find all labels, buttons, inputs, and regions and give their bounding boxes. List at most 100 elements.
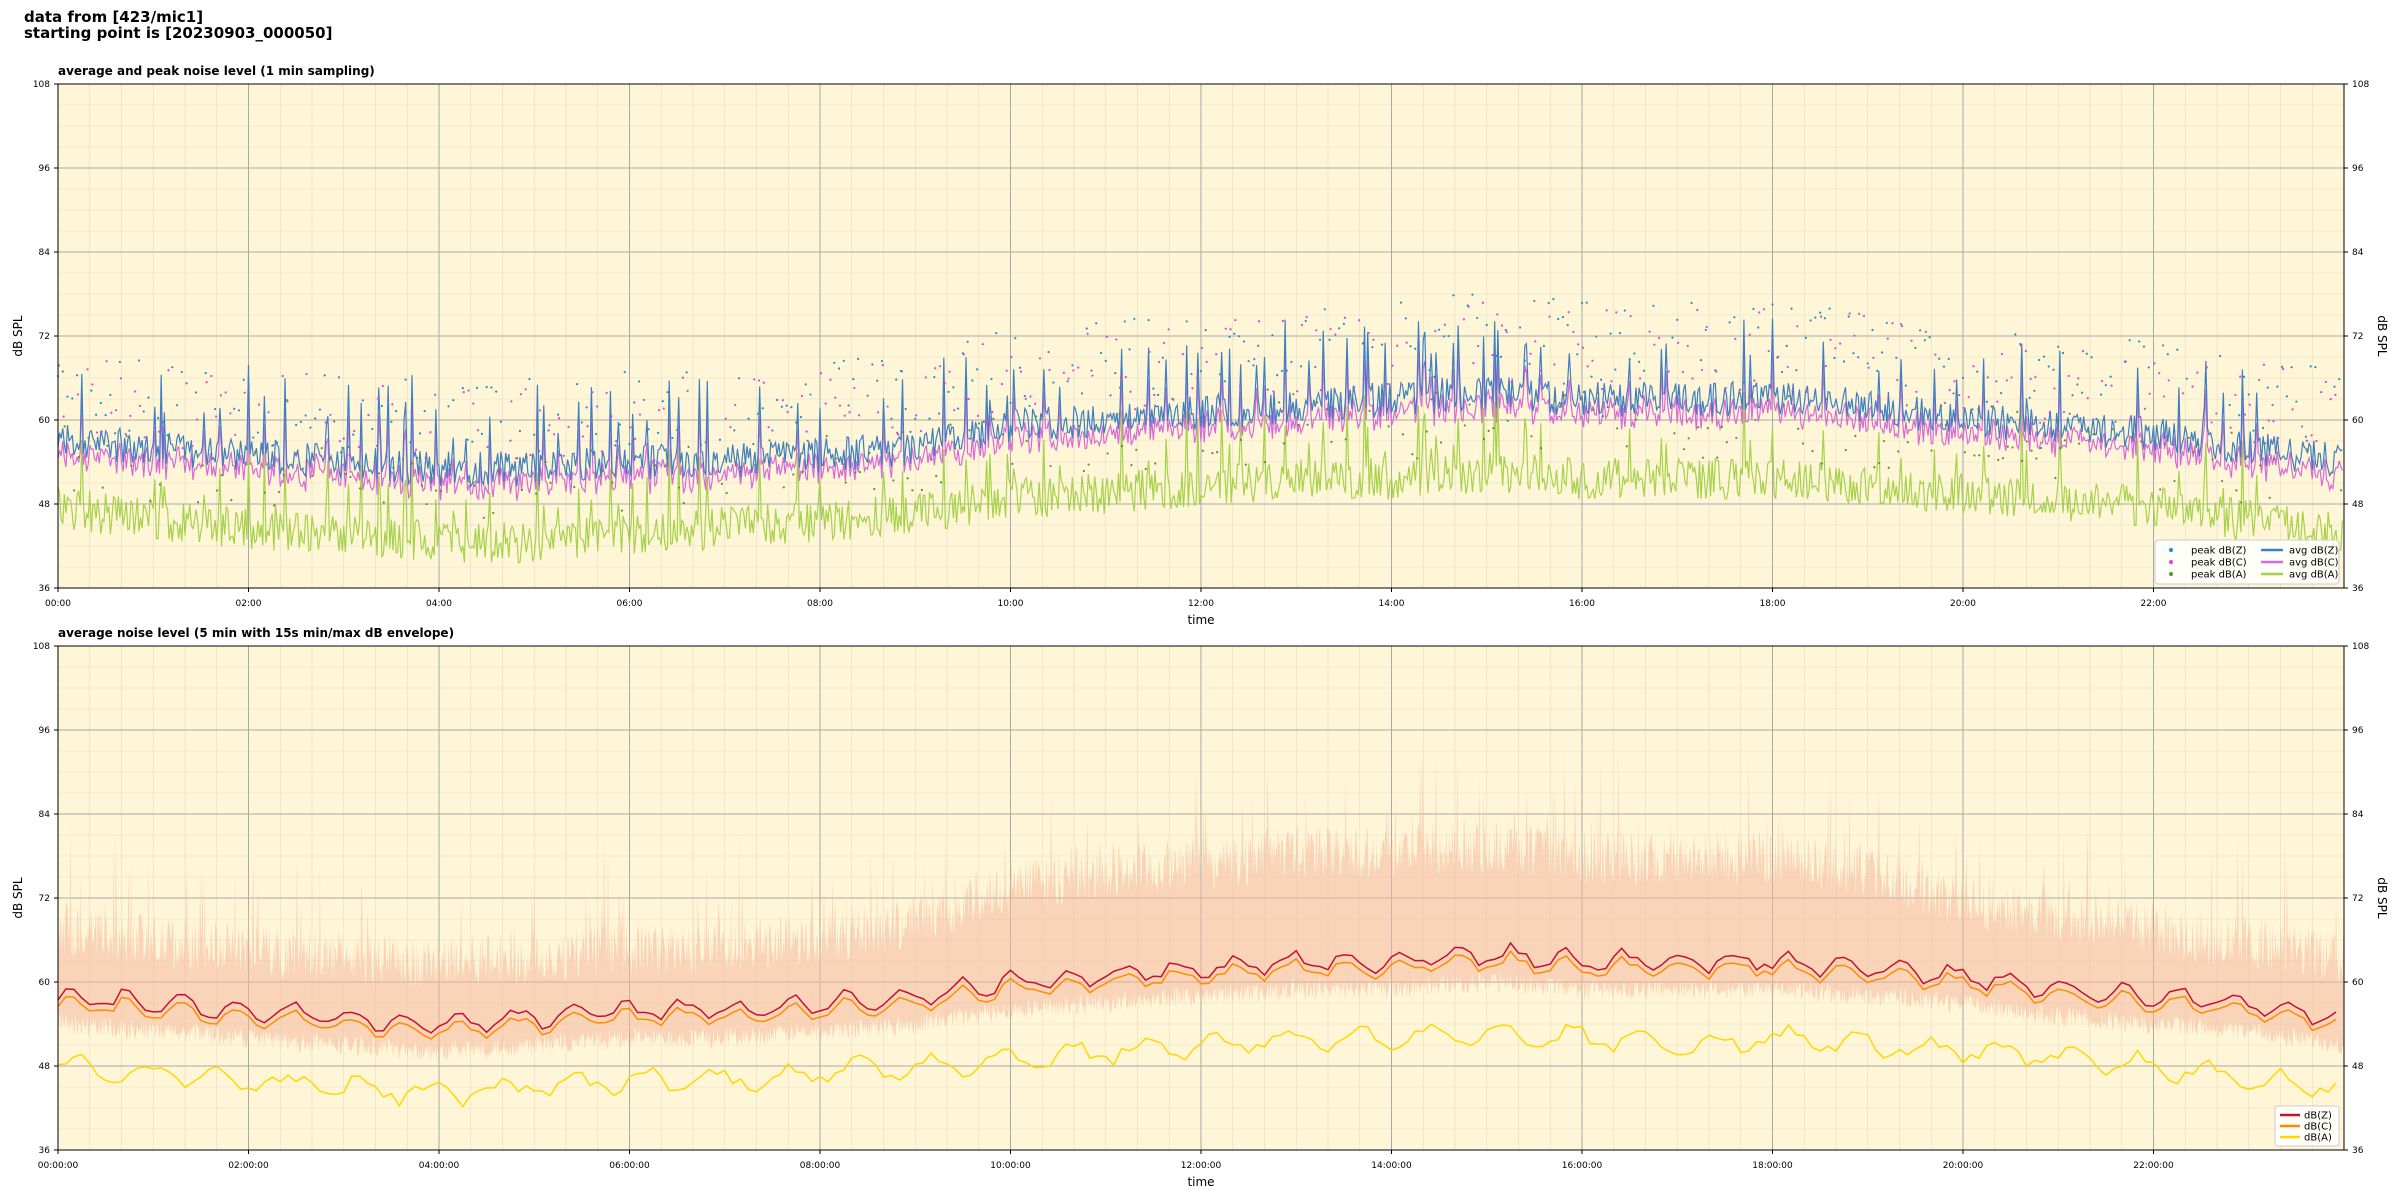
peak-dbc-point	[2320, 391, 2323, 394]
peak-dbz-point	[1590, 375, 1593, 378]
peak-dbz-point	[2090, 356, 2093, 359]
peak-dba-point	[2240, 501, 2243, 504]
peak-dbz-point	[1495, 354, 1498, 357]
peak-dbc-point	[948, 370, 951, 373]
peak-dbc-point	[2077, 377, 2080, 380]
peak-dbz-point	[2247, 393, 2250, 396]
peak-dbc-point	[124, 433, 127, 436]
peak-dbz-point	[1828, 307, 1831, 310]
peak-dbc-point	[357, 445, 361, 449]
peak-dbz-point	[1923, 339, 1926, 342]
peak-dba-point	[835, 457, 838, 460]
peak-dbc-point	[2167, 379, 2170, 382]
peak-dbc-point	[2324, 380, 2328, 383]
peak-dbz-point	[490, 386, 493, 389]
peak-dbc-point	[891, 426, 894, 429]
peak-dba-point	[1887, 466, 1890, 469]
peak-dba-point	[1606, 405, 1609, 409]
peak-dbc-point	[2305, 439, 2308, 442]
y-tick-label: 96	[39, 726, 51, 736]
peak-dbc-point	[1872, 356, 1875, 359]
x-tick-label: 04:00:00	[419, 1161, 460, 1171]
peak-dbz-point	[2085, 352, 2088, 355]
peak-dbz-point	[747, 417, 750, 420]
peak-dbz-point	[1985, 400, 1988, 403]
peak-dbz-point	[476, 386, 479, 389]
series-dbc	[57, 950, 2337, 1040]
peak-dbc-point	[1772, 384, 1775, 387]
peak-dba-point	[806, 439, 809, 442]
peak-dba-point	[1820, 462, 1824, 465]
peak-dbc-point	[1229, 328, 1232, 331]
peak-dba-point	[1430, 398, 1433, 401]
peak-dbz-point	[1433, 375, 1436, 379]
peak-dbc-point	[1605, 309, 1608, 312]
peak-dba-point	[1963, 451, 1967, 454]
x-axis-label: time	[1187, 613, 1214, 627]
peak-dba-point	[1506, 419, 1509, 422]
peak-dbc-point	[586, 425, 589, 428]
peak-dbz-point	[1304, 319, 1307, 323]
peak-dbz-point	[180, 370, 183, 374]
peak-dbz-point	[342, 437, 345, 440]
peak-dbz-point	[809, 393, 812, 396]
peak-dbc-point	[1038, 357, 1042, 360]
peak-dbz-point	[542, 429, 545, 433]
peak-dbc-point	[1686, 344, 1689, 347]
peak-dbc-point	[1886, 337, 1889, 340]
peak-dbz-point	[2338, 377, 2341, 381]
peak-dbc-point	[234, 433, 237, 437]
peak-dbc-point	[1562, 382, 1566, 385]
peak-dbz-point	[528, 377, 531, 381]
peak-dbc-point	[800, 394, 804, 397]
peak-dbc-point	[1005, 369, 1008, 372]
peak-dbz-point	[1795, 369, 1798, 372]
peak-dbz-point	[337, 376, 341, 379]
peak-dbc-point	[1148, 350, 1151, 353]
peak-dbc-point	[1272, 390, 1275, 393]
peak-dbz-point	[890, 417, 893, 420]
peak-dbz-point	[1995, 380, 1998, 383]
y-tick-label: 84	[39, 810, 51, 820]
y-tick-label-right: 48	[2352, 1062, 2364, 1072]
peak-dbc-point	[2034, 375, 2037, 379]
peak-dbz-point	[833, 361, 836, 364]
peak-dba-point	[858, 470, 862, 474]
peak-dba-point	[1325, 408, 1328, 411]
peak-dbc-point	[591, 391, 594, 394]
peak-dba-point	[1735, 436, 1738, 440]
chart-title: average and peak noise level (1 min samp…	[58, 64, 375, 78]
peak-dbz-point	[1399, 301, 1403, 304]
peak-dbz-point	[1809, 319, 1812, 322]
peak-dbc-point	[2110, 384, 2113, 387]
peak-dbc-point	[162, 426, 165, 430]
peak-dba-point	[1754, 418, 1757, 421]
peak-dbc-point	[1572, 330, 1575, 334]
peak-dbc-point	[543, 452, 546, 455]
peak-dba-point	[1411, 453, 1414, 456]
peak-dbz-point	[2061, 351, 2065, 355]
peak-dba-point	[1049, 464, 1052, 468]
peak-dbc-point	[2053, 387, 2056, 390]
peak-dba-point	[992, 417, 995, 420]
peak-dbz-point	[1633, 352, 1636, 355]
peak-dba-point	[2140, 440, 2143, 443]
x-tick-label: 12:00:00	[1181, 1161, 1222, 1171]
header-line-start: starting point is [20230903_000050]	[24, 24, 333, 42]
legend-label: avg dB(C)	[2289, 558, 2339, 569]
peak-dbz-point	[909, 430, 912, 434]
peak-dbc-point	[2000, 353, 2004, 356]
peak-dbz-point	[1914, 346, 1917, 349]
peak-dba-point	[977, 422, 981, 425]
peak-dba-point	[425, 502, 428, 506]
peak-dba-point	[911, 489, 914, 492]
peak-dbz-point	[2161, 344, 2165, 347]
peak-dba-point	[844, 481, 847, 484]
peak-dba-point	[206, 460, 209, 463]
peak-dbc-point	[1153, 393, 1156, 397]
peak-dbc-point	[2181, 392, 2185, 395]
peak-dbc-point	[134, 390, 137, 393]
peak-dbc-point	[1253, 358, 1256, 361]
peak-dbz-point	[1885, 321, 1888, 325]
peak-dbc-point	[581, 435, 584, 438]
